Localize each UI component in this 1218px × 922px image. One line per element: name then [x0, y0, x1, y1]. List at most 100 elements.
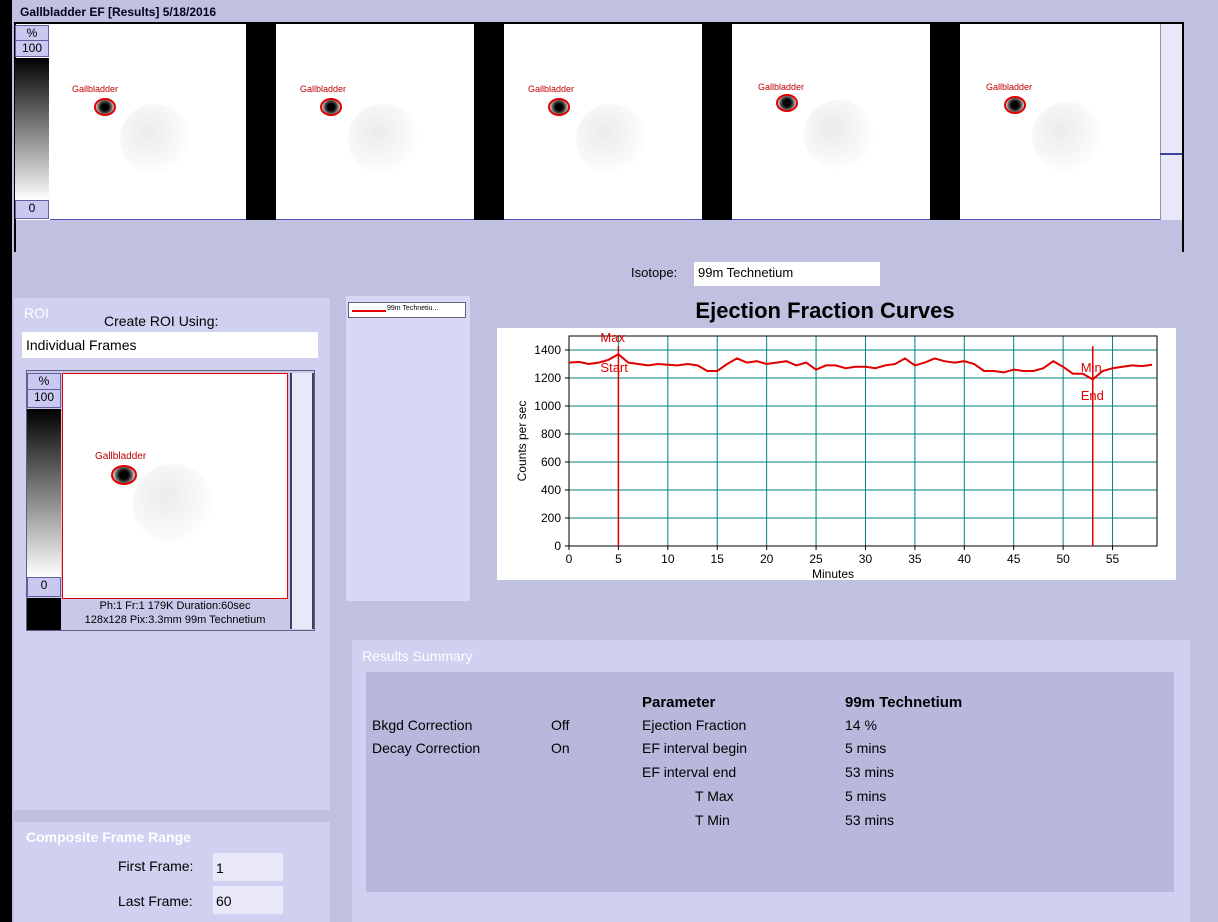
y-tick-label: 1200: [534, 371, 561, 385]
annotation-start: Start: [600, 360, 628, 375]
parameter-name: Ejection Fraction: [642, 717, 747, 733]
frame-strip-bottom: [14, 220, 1184, 252]
plot-frame: [568, 335, 1158, 547]
roi-grayscale-bar: [27, 409, 61, 577]
roi-scale-unit: %: [38, 374, 50, 388]
roi-image[interactable]: Gallbladder: [62, 373, 288, 599]
last-frame-field[interactable]: 60: [213, 886, 283, 914]
parameter-name: EF interval begin: [642, 740, 748, 756]
strip-scale-min: 0: [15, 200, 49, 219]
x-tick-label: 30: [859, 552, 873, 566]
legend-swatch: [352, 310, 386, 312]
y-tick-label: 800: [541, 427, 561, 441]
results-summary-body: [366, 672, 1174, 892]
x-tick-label: 50: [1056, 552, 1070, 566]
frame-image[interactable]: Gallbladder: [732, 24, 930, 220]
setting-label: Bkgd Correction: [372, 717, 473, 733]
study-title: Gallbladder EF [Results] 5/18/2016: [20, 5, 217, 19]
frame-separator: [930, 24, 960, 220]
x-tick-label: 20: [760, 552, 774, 566]
x-tick-label: 0: [566, 552, 573, 566]
roi-scale-footer: [27, 598, 61, 630]
strip-scale-top: % 100: [15, 25, 49, 57]
parameter-header: Parameter: [642, 694, 716, 711]
isotope-label: Isotope:: [631, 265, 678, 280]
gallbladder-label: Gallbladder: [95, 451, 147, 462]
create-roi-label: Create ROI Using:: [104, 313, 219, 329]
gallbladder-roi: [776, 94, 798, 112]
liver-uptake: [1032, 102, 1102, 172]
parameter-value: 5 mins: [845, 740, 887, 756]
results-summary-title: Results Summary: [362, 648, 473, 664]
gallbladder-roi: [320, 98, 342, 116]
frame-image[interactable]: Gallbladder: [960, 24, 1160, 220]
ef-chart: 0 5 10 15 20 25 30 35 40 45 50 55 0 200 400 600 800 1000 1…: [497, 328, 1176, 581]
parameter-name: EF interval end: [642, 764, 737, 780]
setting-value: On: [551, 740, 570, 756]
gallbladder-roi[interactable]: [111, 465, 137, 485]
liver-uptake: [133, 464, 213, 544]
setting-label: Decay Correction: [372, 740, 481, 756]
gallbladder-roi: [1004, 96, 1026, 114]
gallbladder-label: Gallbladder: [986, 82, 1033, 92]
gallbladder-label: Gallbladder: [72, 84, 119, 94]
x-tick-label: 5: [615, 552, 622, 566]
annotation-max: Max: [600, 330, 625, 345]
roi-caption-line2: 128x128 Pix:3.3mm 99m Technetium: [84, 614, 266, 626]
strip-scrollbar[interactable]: [1160, 24, 1182, 220]
parameter-value: 53 mins: [845, 812, 895, 828]
liver-uptake: [348, 104, 418, 174]
isotope-field[interactable]: 99m Technetium: [694, 262, 880, 286]
frame-image[interactable]: Gallbladder: [504, 24, 702, 220]
roi-scale-top: % 100: [27, 373, 61, 408]
composite-frame-range-title: Composite Frame Range: [26, 829, 191, 845]
frame-image[interactable]: Gallbladder: [276, 24, 474, 220]
gallbladder-label: Gallbladder: [300, 84, 347, 94]
y-tick-label: 200: [541, 511, 561, 525]
setting-value: Off: [551, 717, 570, 733]
y-tick-label: 400: [541, 483, 561, 497]
x-axis-label: Minutes: [812, 567, 854, 580]
roi-mode-select[interactable]: Individual Frames: [22, 332, 318, 358]
roi-scrollbar[interactable]: [290, 373, 314, 629]
strip-grayscale-bar: [15, 58, 49, 200]
gallbladder-roi: [548, 98, 570, 116]
parameter-name: T Max: [695, 788, 734, 804]
x-tick-label: 55: [1106, 552, 1120, 566]
last-frame-label: Last Frame:: [118, 893, 193, 909]
legend-panel: [346, 296, 470, 601]
liver-uptake: [576, 104, 646, 174]
frame-separator: [246, 24, 276, 220]
roi-caption-line1: Ph:1 Fr:1 179K Duration:60sec: [99, 600, 251, 612]
parameter-value: 5 mins: [845, 788, 887, 804]
x-tick-label: 45: [1007, 552, 1021, 566]
roi-scale-min: 0: [27, 577, 61, 597]
frame-separator: [474, 24, 504, 220]
series-line: [568, 352, 1153, 381]
x-tick-label: 10: [661, 552, 675, 566]
annotation-end: End: [1081, 388, 1104, 403]
gallbladder-label: Gallbladder: [528, 84, 575, 94]
gallbladder-roi: [94, 98, 116, 116]
x-tick-label: 25: [809, 552, 823, 566]
strip-scale-unit: %: [26, 26, 38, 40]
roi-panel-title: ROI: [24, 305, 49, 321]
roi-image-caption: Ph:1 Fr:1 179K Duration:60sec 128x128 Pi…: [62, 599, 288, 629]
liver-uptake: [120, 104, 190, 174]
parameter-value: 53 mins: [845, 764, 895, 780]
annotation-min: Min: [1081, 360, 1102, 375]
ef-chart-svg: 0 5 10 15 20 25 30 35 40 45 50 55 0 200 400 600 800 1000 1…: [515, 330, 1158, 581]
isotope-header: 99m Technetium: [845, 694, 963, 711]
legend-item[interactable]: 99m Technetiu...: [348, 302, 466, 318]
y-tick-label: 600: [541, 455, 561, 469]
frame-separator: [702, 24, 732, 220]
y-tick-label: 0: [554, 539, 561, 553]
y-axis-label: Counts per sec: [515, 401, 529, 482]
strip-scale-max: 100: [16, 40, 48, 55]
parameter-value: 14 %: [845, 717, 877, 733]
frame-image[interactable]: Gallbladder: [50, 24, 246, 220]
y-tick-label: 1000: [534, 399, 561, 413]
y-tick-label: 1400: [534, 343, 561, 357]
first-frame-field[interactable]: 1: [213, 853, 283, 881]
strip-scroll-thumb[interactable]: [1160, 153, 1182, 155]
